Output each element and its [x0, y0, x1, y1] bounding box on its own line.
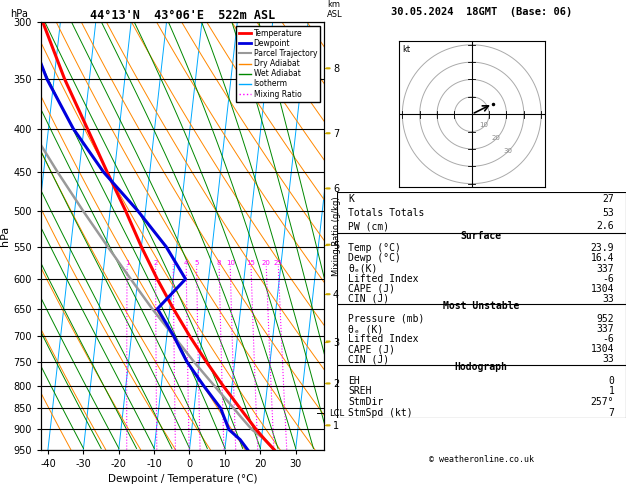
Text: 257°: 257°	[591, 397, 615, 407]
Text: Hodograph: Hodograph	[455, 362, 508, 372]
Text: hPa: hPa	[11, 9, 28, 19]
Text: Totals Totals: Totals Totals	[348, 208, 425, 218]
Text: © weatheronline.co.uk: © weatheronline.co.uk	[429, 455, 533, 464]
Text: LCL: LCL	[329, 409, 344, 418]
Text: StmSpd (kt): StmSpd (kt)	[348, 408, 413, 417]
Text: Most Unstable: Most Unstable	[443, 301, 520, 311]
Text: 25: 25	[274, 260, 282, 266]
Text: SREH: SREH	[348, 386, 372, 396]
Text: 952: 952	[597, 314, 615, 324]
Text: CIN (J): CIN (J)	[348, 294, 389, 304]
Text: 2: 2	[153, 260, 158, 266]
Text: 23.9: 23.9	[591, 243, 615, 253]
Text: EH: EH	[348, 376, 360, 385]
Text: 30.05.2024  18GMT  (Base: 06): 30.05.2024 18GMT (Base: 06)	[391, 7, 572, 17]
Text: 0: 0	[608, 376, 615, 385]
Text: 10: 10	[226, 260, 235, 266]
Text: 27: 27	[603, 194, 615, 204]
Text: 1: 1	[125, 260, 130, 266]
Text: StmDir: StmDir	[348, 397, 383, 407]
Text: 5: 5	[194, 260, 199, 266]
Text: Temp (°C): Temp (°C)	[348, 243, 401, 253]
Text: CAPE (J): CAPE (J)	[348, 284, 395, 294]
Text: Pressure (mb): Pressure (mb)	[348, 314, 425, 324]
Text: 1: 1	[608, 386, 615, 396]
Text: 1304: 1304	[591, 284, 615, 294]
Text: 337: 337	[597, 263, 615, 274]
Text: kt: kt	[403, 45, 411, 54]
Text: 33: 33	[603, 354, 615, 364]
Text: 337: 337	[597, 324, 615, 334]
Text: 20: 20	[262, 260, 270, 266]
Text: 3: 3	[171, 260, 175, 266]
Text: 1304: 1304	[591, 344, 615, 354]
Text: 16.4: 16.4	[591, 253, 615, 263]
Text: K: K	[348, 194, 354, 204]
Text: CIN (J): CIN (J)	[348, 354, 389, 364]
Text: Dewp (°C): Dewp (°C)	[348, 253, 401, 263]
Text: 4: 4	[184, 260, 189, 266]
Text: 7: 7	[608, 408, 615, 417]
Y-axis label: hPa: hPa	[1, 226, 11, 246]
Text: Mixing Ratio (g/kg): Mixing Ratio (g/kg)	[332, 196, 341, 276]
Text: Surface: Surface	[460, 231, 502, 241]
Text: Lifted Index: Lifted Index	[348, 334, 418, 344]
Text: CAPE (J): CAPE (J)	[348, 344, 395, 354]
Text: km
ASL: km ASL	[327, 0, 343, 19]
Text: PW (cm): PW (cm)	[348, 222, 389, 231]
Text: 30: 30	[504, 148, 513, 154]
Text: 2.6: 2.6	[597, 222, 615, 231]
Text: 33: 33	[603, 294, 615, 304]
Text: θₑ (K): θₑ (K)	[348, 324, 383, 334]
Text: 20: 20	[492, 135, 501, 141]
Text: Lifted Index: Lifted Index	[348, 274, 418, 284]
Text: 53: 53	[603, 208, 615, 218]
X-axis label: Dewpoint / Temperature (°C): Dewpoint / Temperature (°C)	[108, 474, 257, 484]
Legend: Temperature, Dewpoint, Parcel Trajectory, Dry Adiabat, Wet Adiabat, Isotherm, Mi: Temperature, Dewpoint, Parcel Trajectory…	[236, 26, 320, 102]
Text: θₑ(K): θₑ(K)	[348, 263, 377, 274]
Text: 15: 15	[247, 260, 255, 266]
Text: 8: 8	[217, 260, 221, 266]
Title: 44°13'N  43°06'E  522m ASL: 44°13'N 43°06'E 522m ASL	[90, 9, 275, 22]
Text: -6: -6	[603, 274, 615, 284]
Text: -6: -6	[603, 334, 615, 344]
Text: 10: 10	[479, 122, 488, 128]
